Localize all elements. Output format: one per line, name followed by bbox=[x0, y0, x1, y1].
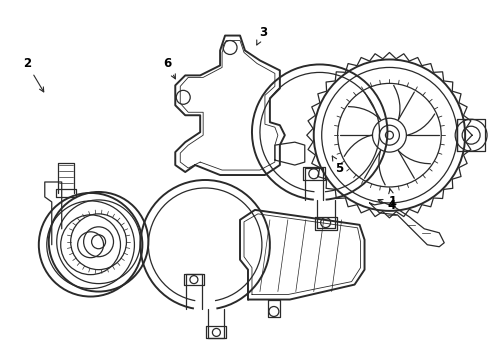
Text: 5: 5 bbox=[332, 156, 344, 175]
Text: 4: 4 bbox=[378, 199, 395, 212]
Text: 6: 6 bbox=[163, 57, 175, 79]
Text: 2: 2 bbox=[23, 57, 44, 92]
Text: 1: 1 bbox=[389, 189, 396, 208]
Text: 3: 3 bbox=[257, 26, 267, 45]
